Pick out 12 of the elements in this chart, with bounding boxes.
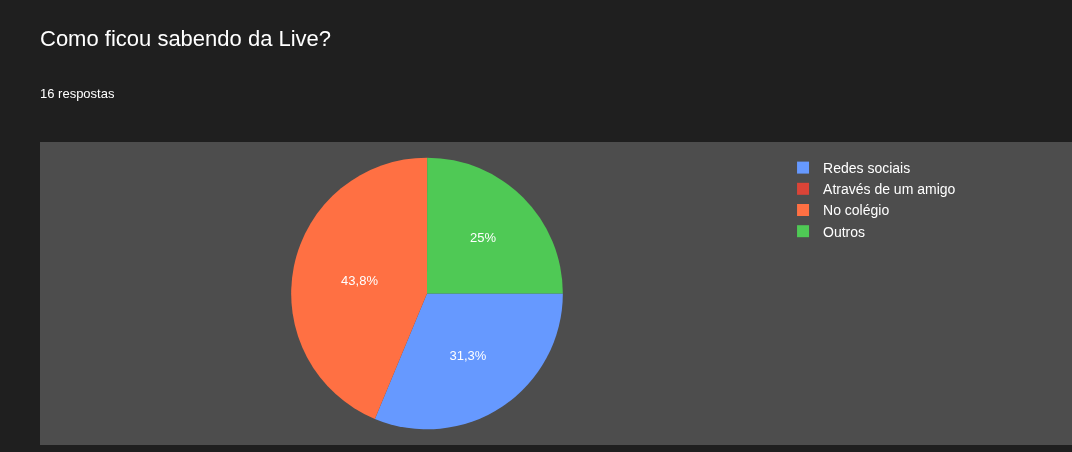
pie-slice	[427, 157, 563, 294]
legend-label: Redes sociais	[823, 160, 911, 177]
pie-slice	[291, 157, 428, 419]
legend-label: Outros	[823, 223, 866, 240]
data-label: 31,3%	[449, 347, 487, 363]
data-label: 25%	[470, 229, 497, 245]
chart-title: Como ficou sabendo da Live?	[40, 26, 332, 52]
text: 16 respostas	[40, 86, 115, 101]
pie-slice	[374, 293, 563, 430]
data-label: 43,8%	[341, 272, 379, 288]
legend-label: Através de um amigo	[823, 181, 956, 198]
legend-label: No colégio	[823, 202, 890, 219]
